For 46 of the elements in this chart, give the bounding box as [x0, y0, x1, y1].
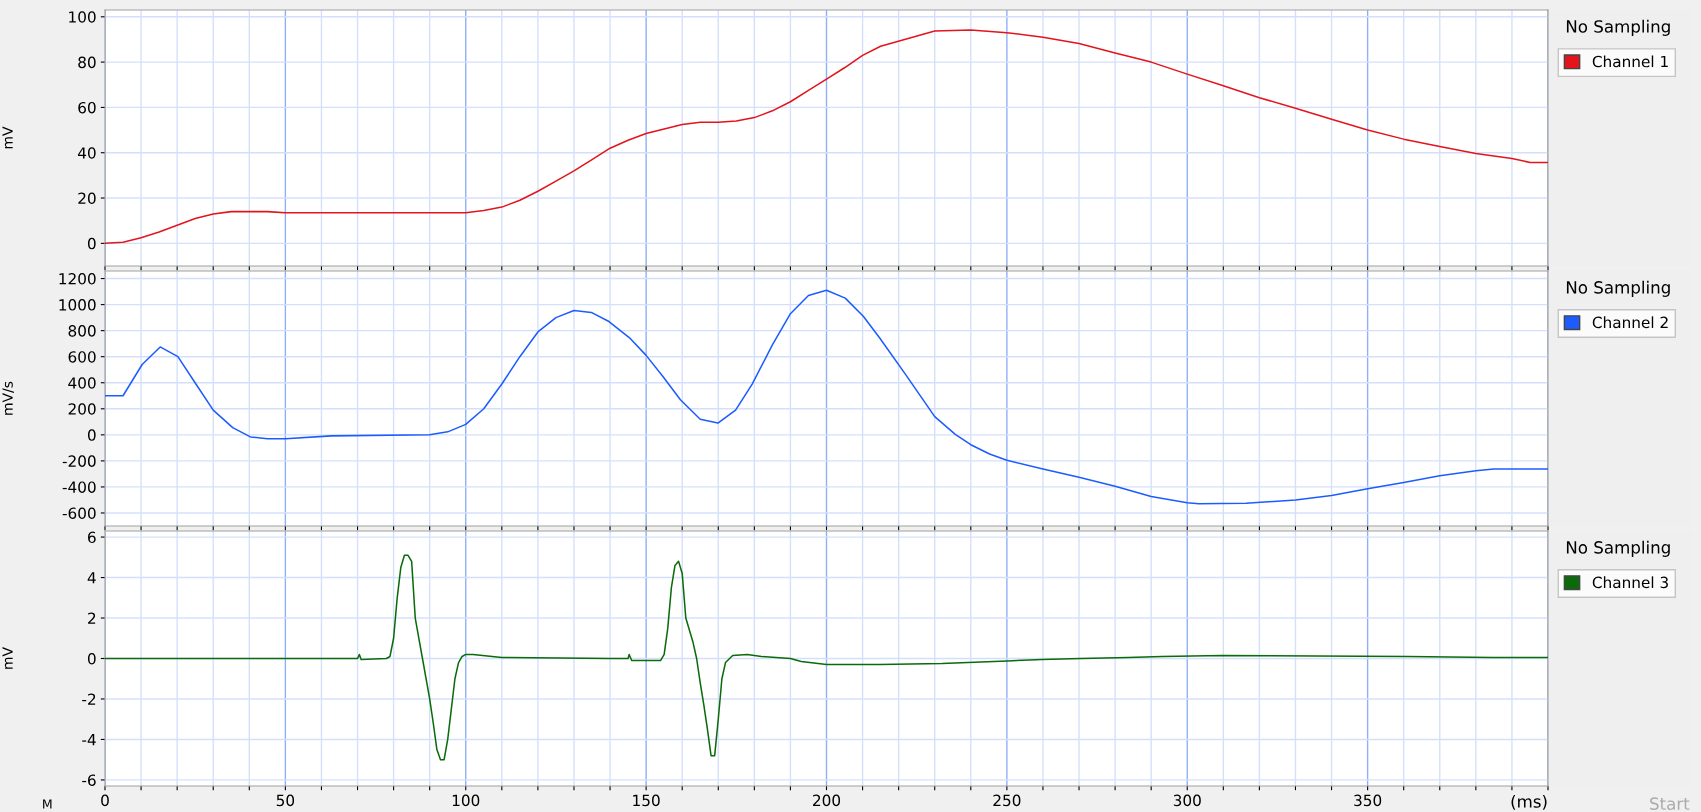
- legend-label: Channel 3: [1592, 576, 1668, 589]
- text: M: [43, 799, 52, 809]
- y-tick-label: 1200: [59, 273, 96, 285]
- y-tick-label: 0: [87, 237, 96, 250]
- x-axis-title: (ms): [1511, 794, 1547, 810]
- y-tick-label: 6: [88, 531, 96, 544]
- y-tick-label: -600: [62, 507, 96, 519]
- y-tick-label: 2: [88, 612, 96, 624]
- y-tick-label: 1000: [59, 299, 96, 311]
- y-tick-label: 60: [78, 101, 96, 114]
- y-tick-label: 0: [87, 429, 96, 441]
- legend-label: Channel 1: [1592, 55, 1668, 68]
- y-tick-label: 800: [68, 325, 96, 337]
- y-tick-label: -2: [82, 693, 96, 705]
- x-tick-label: 0: [101, 794, 109, 807]
- y-tick-label: 20: [78, 192, 96, 205]
- line-series: [105, 289, 1548, 505]
- y-tick-label: 0: [87, 652, 96, 665]
- line-series: [105, 29, 1548, 245]
- y-tick-label: 600: [68, 351, 96, 363]
- x-tick-label: 250: [993, 794, 1021, 807]
- x-tick-label: 100: [452, 794, 480, 807]
- line-series: [105, 554, 1548, 761]
- x-tick-label: 200: [813, 794, 841, 807]
- legend-label: Channel 2: [1592, 316, 1668, 329]
- x-tick-label: 150: [633, 794, 660, 807]
- y-tick-label: 4: [87, 572, 96, 584]
- y-tick-label: -200: [62, 455, 96, 467]
- y-axis-title: mV: [2, 126, 13, 149]
- y-tick-label: 200: [68, 403, 96, 415]
- y-tick-label: 80: [78, 56, 96, 69]
- y-tick-label: 100: [69, 11, 96, 23]
- x-tick-label: 300: [1173, 794, 1201, 807]
- y-tick-label: 40: [77, 147, 96, 159]
- y-tick-label: -6: [82, 774, 96, 786]
- x-tick-label: 50: [276, 794, 295, 807]
- text: No Sampling: [1566, 19, 1670, 36]
- y-tick-label: -400: [62, 481, 96, 493]
- y-tick-label: -4: [82, 734, 96, 746]
- text: Start: [1650, 797, 1690, 810]
- y-axis-title: mV: [2, 647, 13, 669]
- text: No Sampling: [1566, 280, 1670, 297]
- x-tick-label: 350: [1354, 794, 1382, 807]
- text: No Sampling: [1566, 540, 1670, 557]
- y-tick-label: 400: [68, 377, 96, 389]
- y-axis-title: mV/s: [2, 381, 14, 415]
